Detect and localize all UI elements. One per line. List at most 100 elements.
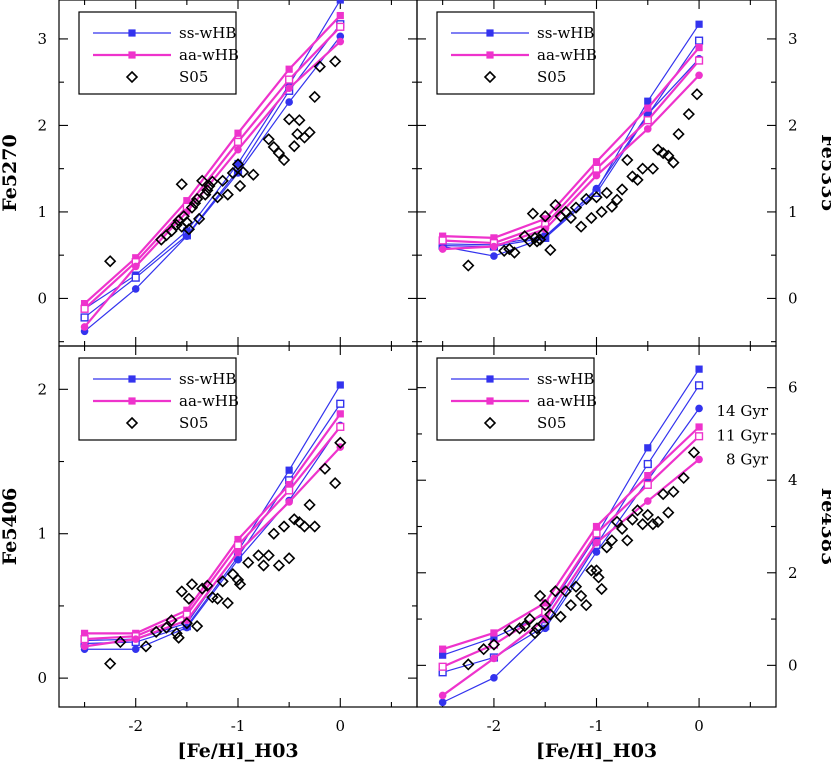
obs-point [190,192,204,206]
data-point-aa [132,254,140,262]
obs-point [610,515,624,529]
obs-point [569,201,583,214]
data-point-aa [592,171,601,180]
data-point-aa [439,232,447,240]
x-tick-label: -2 [128,717,143,735]
obs-point [610,193,624,206]
data-point-ss [439,651,447,659]
obs-point [616,522,629,535]
obs-point [662,506,675,519]
data-point-aa [234,535,242,544]
obs-point [636,162,649,175]
data-point-ss [644,97,652,105]
obs-point [257,559,270,572]
data-point-ss [131,645,140,654]
legend-label: ss-wHB [179,370,236,388]
panel-bottom-right: -2 -1 0 0 2 4 6 Fe4383 [Fe/H]_H03 ss-wHB aa-wHB S05… [416,345,831,762]
obs-point [682,108,695,121]
data-point-aa [80,642,89,651]
legend-marker-aa [128,51,136,59]
obs-point [616,183,629,196]
x-tick-label: 0 [336,717,346,735]
obs-point [462,658,475,671]
data-point-ss [695,404,703,413]
obs-point [487,638,501,651]
data-point-aa [233,541,243,550]
data-point-aa [438,245,447,253]
data-point-ss [541,234,550,242]
obs-point [308,90,321,104]
obs-point [580,192,593,206]
data-point-ss [643,110,652,118]
obs-point [193,212,206,225]
panel-top-right: 0 1 2 3 Fe5335 ss-wHB aa-wHB S05 [416,0,831,347]
data-point-aa [183,197,191,205]
obs-point [523,612,536,626]
series-line-aa [83,26,342,310]
series-line-ss [84,425,341,650]
data-point-ss [131,273,140,282]
obs-point [667,485,680,498]
y-tick-label: 2 [788,564,798,582]
data-point-aa [592,158,601,166]
obs-point [574,220,588,233]
obs-point [318,462,332,475]
obs-point [288,513,301,526]
obs-point [590,191,603,204]
series-line-aa [84,413,342,635]
obs-point [651,515,665,529]
data-point-aa [285,498,293,506]
obs-point [526,207,540,220]
obs-point [498,244,511,257]
obs-point [539,599,552,612]
legend-label: ss-wHB [537,24,594,42]
data-point-aa [285,84,293,93]
obs-point [651,143,665,156]
obs-point [293,114,306,127]
obs-point [104,657,117,670]
age-label: 14 Gyr [717,402,769,420]
obs-point [662,149,675,162]
obs-point [564,599,577,612]
legend: ss-wHB aa-wHB S05 [436,357,597,441]
obs-point [605,534,619,547]
data-point-ss [694,381,704,390]
obs-point [569,580,583,593]
legend-label: S05 [537,414,566,432]
data-point-aa [643,125,652,133]
data-point-ss [438,698,447,707]
series-line-aa [442,74,700,251]
plot-area [80,381,347,670]
obs-point [539,210,552,223]
y-axis-title: Fe5270 [0,134,21,211]
data-point-aa [694,56,704,65]
y-axis-title: Fe5335 [817,134,831,211]
data-point-ss [234,555,242,564]
obs-point [677,471,690,485]
data-point-ss [541,624,550,633]
data-point-aa [490,234,498,242]
obs-point [196,582,209,595]
obs-point [267,140,280,154]
obs-point [303,498,316,511]
data-point-aa [695,423,703,431]
obs-point [216,174,229,187]
series-line-ss [442,408,700,703]
legend-marker-ss [128,375,136,383]
obs-point [226,166,240,180]
obs-point [477,643,490,656]
obs-point [185,201,199,214]
obs-point [114,635,127,649]
obs-point [334,436,347,449]
legend-box [78,11,237,95]
obs-point [544,243,557,257]
legend-marker-obs [483,70,497,84]
obs-point [262,133,275,146]
y-tick-label: 0 [788,656,798,674]
legend-box [436,357,595,441]
y-tick-label: 6 [788,379,798,397]
legend-label: S05 [179,414,208,432]
data-point-aa [336,11,344,20]
y-tick-label: 1 [37,525,47,543]
obs-point [196,174,209,187]
